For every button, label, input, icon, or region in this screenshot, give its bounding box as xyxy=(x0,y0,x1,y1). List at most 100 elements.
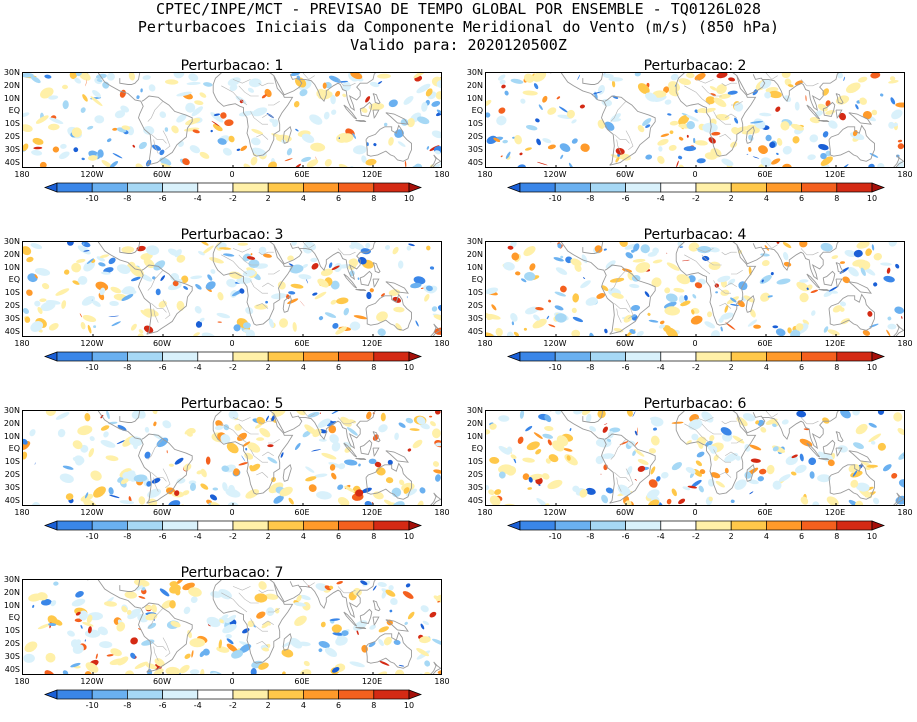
colorbar-label: 8 xyxy=(834,194,840,203)
coastline xyxy=(806,273,821,289)
colorbar-label: -6 xyxy=(621,363,630,372)
perturbation-blob xyxy=(840,261,845,264)
perturbation-blob xyxy=(498,445,511,455)
coastline xyxy=(273,412,303,434)
latitude-label: 10N xyxy=(3,431,20,441)
coastline xyxy=(893,154,904,167)
perturbation-blob xyxy=(293,602,307,607)
colorbar-swatch xyxy=(519,520,556,531)
perturbation-blob xyxy=(225,633,232,639)
perturbation-blob xyxy=(837,445,848,453)
perturbation-blob xyxy=(221,614,229,619)
perturbation-blob xyxy=(106,73,115,81)
country-border xyxy=(250,280,268,294)
perturbation-blob xyxy=(82,314,97,323)
perturbation-blob xyxy=(809,134,819,143)
perturbation-blob xyxy=(324,312,337,318)
perturbation-blob xyxy=(536,161,548,166)
longitude-label: 120E xyxy=(824,170,846,179)
colorbar-swatch xyxy=(730,182,767,193)
colorbar xyxy=(507,520,885,531)
country-border xyxy=(713,449,731,463)
perturbation-blob xyxy=(823,326,829,333)
perturbation-blob xyxy=(558,106,568,113)
perturbation-blob xyxy=(547,144,556,150)
colorbar-swatch xyxy=(303,520,339,531)
country-border xyxy=(695,79,714,84)
perturbation-blob xyxy=(378,424,388,433)
country-border xyxy=(162,637,171,658)
perturbation-blob xyxy=(330,299,337,305)
perturbation-blob xyxy=(728,77,736,82)
perturbation-blob xyxy=(572,293,580,303)
perturbation-blob xyxy=(710,93,717,96)
perturbation-blob xyxy=(667,113,672,116)
perturbation-blob xyxy=(694,282,703,289)
colorbar-label: -6 xyxy=(158,701,167,710)
perturbation-blob xyxy=(406,245,412,251)
perturbation-blob xyxy=(695,460,703,467)
perturbation-blob xyxy=(90,470,102,481)
latitude-label: 10S xyxy=(4,119,20,129)
perturbation-blob xyxy=(344,459,358,466)
perturbation-blob xyxy=(273,495,284,504)
coastline xyxy=(372,109,380,119)
perturbation-blob xyxy=(217,321,222,323)
country-border xyxy=(610,269,627,291)
perturbation-blob xyxy=(24,641,38,653)
colorbar-label: 2 xyxy=(728,194,734,203)
colorbar-label: -6 xyxy=(621,194,630,203)
perturbation-blob xyxy=(710,472,721,479)
perturbation-blob xyxy=(330,94,336,105)
perturbation-blob xyxy=(311,449,321,452)
perturbation-blob xyxy=(138,141,147,150)
perturbation-blob xyxy=(772,325,779,329)
perturbation-blob xyxy=(898,479,904,488)
country-border xyxy=(765,73,778,80)
country-border xyxy=(151,134,167,144)
perturbation-blob xyxy=(511,321,515,326)
perturbation-blob xyxy=(895,102,904,108)
perturbation-blob xyxy=(546,315,550,320)
perturbation-blob xyxy=(776,137,783,146)
perturbation-blob xyxy=(535,448,542,455)
perturbation-blob xyxy=(176,91,192,97)
perturbation-blob xyxy=(535,118,540,123)
perturbation-blob xyxy=(764,91,772,99)
perturbation-blob xyxy=(201,332,216,336)
colorbar-swatch xyxy=(801,520,838,531)
perturbation-blob xyxy=(71,262,82,273)
perturbation-blob xyxy=(687,485,698,489)
perturbation-blob xyxy=(136,95,140,100)
latitude-label: 10S xyxy=(467,288,483,298)
perturbation-blob xyxy=(842,276,850,284)
coastline xyxy=(365,293,412,331)
perturbation-blob xyxy=(35,115,49,124)
perturbation-blob xyxy=(45,411,56,416)
colorbar-label: -8 xyxy=(123,194,132,203)
perturbation-blob xyxy=(336,581,343,585)
perturbation-blob xyxy=(119,89,126,98)
perturbation-blob xyxy=(566,109,575,119)
perturbation-blob xyxy=(880,262,892,266)
perturbation-blob xyxy=(141,587,146,591)
country-border xyxy=(258,82,274,87)
perturbation-blob xyxy=(121,246,135,254)
longitude-label: 180 xyxy=(897,508,913,517)
country-border xyxy=(684,423,711,444)
colorbar xyxy=(507,182,885,193)
panel-title: Perturbacao: 6 xyxy=(643,396,747,412)
perturbation-blob xyxy=(153,668,164,674)
perturbation-blob xyxy=(416,416,426,425)
perturbation-blob xyxy=(264,593,279,600)
country-border xyxy=(147,100,164,122)
latitude-label: 10N xyxy=(466,262,483,272)
perturbation-blob xyxy=(489,495,501,505)
perturbation-blob xyxy=(29,429,36,437)
colorbar-arrow-high xyxy=(408,520,422,531)
country-border xyxy=(153,477,159,492)
perturbation-blob xyxy=(765,418,778,425)
perturbation-blob xyxy=(86,258,94,264)
colorbar-label: -4 xyxy=(656,363,665,372)
country-border xyxy=(147,607,164,629)
